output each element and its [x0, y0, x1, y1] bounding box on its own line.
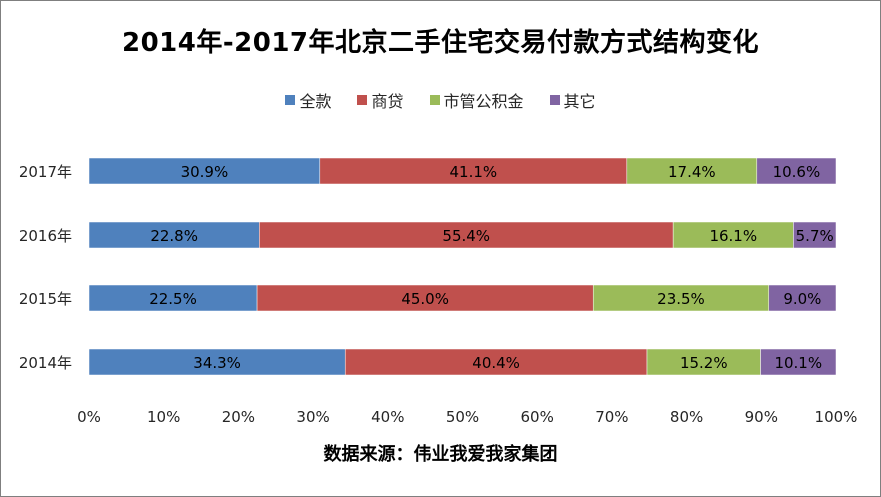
data-label: 30.9% [181, 163, 229, 181]
data-label: 9.0% [783, 290, 821, 308]
data-label: 5.7% [796, 227, 834, 245]
bar-segment [344, 348, 648, 376]
data-label: 41.1% [450, 163, 498, 181]
legend-item-provident-fund: 市管公积金 [429, 88, 524, 112]
x-tick-label: 100% [815, 408, 858, 426]
x-tick-label: 70% [595, 408, 628, 426]
data-label: 23.5% [657, 290, 705, 308]
x-tick-label: 30% [296, 408, 329, 426]
data-label: 17.4% [668, 163, 716, 181]
data-source: 数据来源：伟业我爱我家集团 [323, 444, 558, 465]
bar-segment [592, 284, 770, 312]
legend-label: 全款 [299, 92, 332, 111]
bar-segment [793, 221, 837, 249]
legend-label: 其它 [563, 92, 596, 111]
x-tick-label: 60% [521, 408, 554, 426]
chart-title: 2014年-2017年北京二手住宅交易付款方式结构变化 [121, 28, 760, 58]
bar-segment [626, 157, 758, 185]
bar-segment [756, 157, 837, 185]
bar-segment [88, 221, 260, 249]
legend-label: 商贷 [371, 92, 404, 111]
bar-segment [88, 348, 346, 376]
legend-swatch [549, 95, 560, 105]
bar-segment [256, 284, 594, 312]
legend-item-commercial-loan: 商贷 [357, 88, 404, 112]
legend-label: 市管公积金 [443, 92, 524, 111]
x-tick-label: 20% [222, 408, 255, 426]
x-tick-label: 40% [371, 408, 404, 426]
data-label: 10.6% [773, 163, 821, 181]
data-label: 55.4% [442, 227, 490, 245]
legend-item-other: 其它 [549, 88, 596, 112]
x-tick-label: 80% [670, 408, 703, 426]
bar-segment [646, 348, 761, 376]
legend-swatch [357, 95, 368, 105]
y-tick-label: 2016年 [19, 227, 72, 245]
data-label: 10.1% [774, 354, 822, 372]
legend-item-full-payment: 全款 [285, 88, 331, 112]
bar-segment [760, 348, 837, 376]
bar-segment [259, 221, 674, 249]
y-tick-label: 2017年 [19, 163, 72, 181]
data-label: 15.2% [680, 354, 728, 372]
data-label: 34.3% [193, 354, 241, 372]
x-tick-label: 0% [77, 408, 101, 426]
legend-swatch [429, 95, 440, 105]
bar-segment [768, 284, 837, 312]
y-tick-label: 2014年 [19, 354, 72, 372]
x-tick-label: 10% [147, 408, 180, 426]
bar-segment [88, 157, 321, 185]
data-label: 45.0% [401, 290, 449, 308]
legend-swatch [285, 95, 296, 105]
data-label: 16.1% [709, 227, 757, 245]
data-label: 22.5% [149, 290, 197, 308]
data-label: 22.8% [150, 227, 198, 245]
legend: 全款 商贷 市管公积金 其它 [0, 88, 881, 112]
bar-segment [319, 157, 628, 185]
data-label: 40.4% [472, 354, 520, 372]
y-tick-label: 2015年 [19, 290, 72, 308]
x-tick-label: 90% [745, 408, 778, 426]
bar-segment [88, 284, 258, 312]
x-tick-label: 50% [446, 408, 479, 426]
